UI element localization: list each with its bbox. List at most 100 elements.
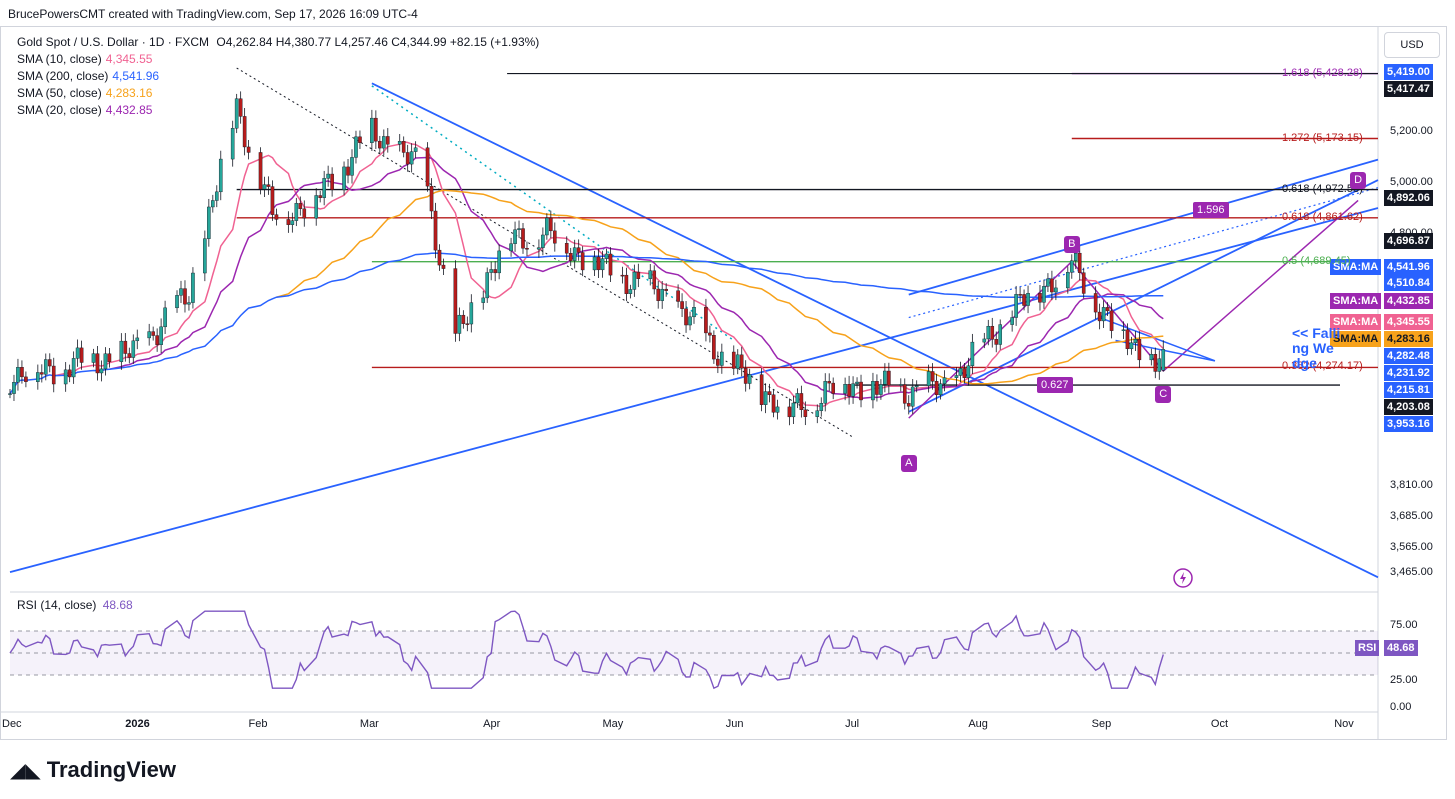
chart-legend: Gold Spot / U.S. Dollar · 1D · FXCM O4,2… xyxy=(17,34,539,119)
fib-level-label[interactable]: 0.618 (4,972.58) xyxy=(1282,182,1363,195)
candle xyxy=(75,339,80,367)
candle xyxy=(735,349,740,375)
candle-body xyxy=(274,214,279,220)
candle-body xyxy=(350,157,354,176)
price-tag[interactable]: 4,892.06 xyxy=(1384,190,1433,206)
candle xyxy=(51,357,56,393)
price-tick-label: 5,200.00 xyxy=(1390,124,1433,137)
candle-body xyxy=(525,248,529,250)
candle-body xyxy=(151,331,155,336)
price-tag[interactable]: SMA:MA xyxy=(1330,259,1382,275)
candle-body xyxy=(1129,342,1134,350)
legend-sma50[interactable]: SMA (50, close) 4,283.16 xyxy=(17,86,153,100)
candle xyxy=(692,300,696,324)
wave-label-a[interactable]: A xyxy=(900,454,917,472)
fib-level-label[interactable]: 0.382 (4,274.17) xyxy=(1282,360,1363,373)
candle-body xyxy=(799,393,804,410)
candle xyxy=(604,248,609,265)
fib-level-label[interactable]: 1.272 (5,173.15) xyxy=(1282,131,1363,144)
candle-body xyxy=(378,140,382,149)
candle xyxy=(966,357,971,386)
candle xyxy=(1050,270,1054,301)
candle-body xyxy=(179,288,183,296)
price-tag[interactable]: RSI xyxy=(1355,640,1380,656)
price-tag[interactable]: 4,696.87 xyxy=(1384,233,1433,249)
legend-sma10[interactable]: SMA (10, close) 4,345.55 xyxy=(17,52,153,66)
price-tag[interactable]: 5,417.47 xyxy=(1384,81,1433,97)
currency-button[interactable]: USD xyxy=(1384,32,1440,58)
candle-body xyxy=(803,409,808,417)
wave-label-b[interactable]: B xyxy=(1063,235,1080,253)
candle xyxy=(238,91,243,124)
symbol-title[interactable]: Gold Spot / U.S. Dollar · 1D · FXCM xyxy=(17,35,210,49)
ratio-label-1596[interactable]: 1.596 xyxy=(1193,202,1229,218)
candle xyxy=(8,389,12,399)
price-tag[interactable]: 4,432.85 xyxy=(1384,293,1433,309)
price-tag[interactable]: 4,510.84 xyxy=(1384,275,1433,291)
candle-body xyxy=(775,406,780,413)
candle xyxy=(214,185,219,208)
price-tag[interactable]: 4,203.08 xyxy=(1384,399,1433,415)
fib-level-label[interactable]: 0.5 (4,689.45) xyxy=(1282,254,1351,267)
candle-body xyxy=(994,339,999,345)
falling-wedge-label[interactable]: << Falling Wedge xyxy=(1292,325,1341,371)
candle xyxy=(370,109,374,151)
candle xyxy=(91,348,96,368)
candle-body xyxy=(405,152,410,165)
price-tag[interactable]: 48.68 xyxy=(1384,640,1418,656)
candle xyxy=(242,108,247,156)
candle xyxy=(564,236,569,261)
price-tag[interactable]: SMA:MA xyxy=(1330,314,1382,330)
candle xyxy=(930,363,935,390)
price-tag[interactable]: 4,215.81 xyxy=(1384,382,1433,398)
candle-body xyxy=(1137,339,1142,361)
candle-body xyxy=(795,393,800,404)
candle-body xyxy=(433,210,438,251)
lightning-icon[interactable] xyxy=(1172,567,1194,589)
candle xyxy=(775,399,780,420)
candle-body xyxy=(203,238,207,274)
rsi-legend[interactable]: RSI (14, close) 48.68 xyxy=(17,598,133,612)
price-tag[interactable]: SMA:MA xyxy=(1330,331,1382,347)
candle-body xyxy=(735,354,740,369)
legend-sma20[interactable]: SMA (20, close) 4,432.85 xyxy=(17,103,153,117)
wave-label-c[interactable]: C xyxy=(1155,385,1172,403)
candle xyxy=(175,290,179,313)
price-tag[interactable]: 4,282.48 xyxy=(1384,348,1433,364)
candle-body xyxy=(513,229,517,244)
price-tag[interactable]: 3,953.16 xyxy=(1384,416,1433,432)
candle-body xyxy=(40,372,44,375)
sma20-line xyxy=(109,156,1164,400)
candle-body xyxy=(429,185,434,212)
fib-level-label[interactable]: 1.618 (5,428.28) xyxy=(1282,66,1363,79)
fib-level-label[interactable]: 0.618 (4,861.62) xyxy=(1282,210,1363,223)
price-tag[interactable]: 4,541.96 xyxy=(1384,259,1433,275)
candle xyxy=(20,360,24,384)
candle-body xyxy=(1101,307,1106,322)
time-tick-label: 2026 xyxy=(125,718,150,730)
candle xyxy=(938,379,943,400)
candle-body xyxy=(342,166,346,191)
price-tag[interactable]: SMA:MA xyxy=(1330,293,1382,309)
candle-body xyxy=(75,347,80,359)
price-tag[interactable]: 4,283.16 xyxy=(1384,331,1433,347)
candle-body xyxy=(1022,294,1026,306)
candle-body xyxy=(211,200,215,208)
candle-body xyxy=(902,384,907,404)
candle xyxy=(1054,279,1058,301)
candle xyxy=(437,244,442,271)
legend-sma200[interactable]: SMA (200, close) 4,541.96 xyxy=(17,69,160,83)
price-tag[interactable]: 5,419.00 xyxy=(1384,64,1433,80)
candle-body xyxy=(36,372,40,382)
candle-body xyxy=(1081,272,1086,294)
candle-body xyxy=(1125,329,1130,350)
candle xyxy=(600,250,605,278)
trendline-resistance xyxy=(371,82,1379,579)
price-tag[interactable]: 4,345.55 xyxy=(1384,314,1433,330)
candle-body xyxy=(16,367,20,383)
price-tag[interactable]: 4,231.92 xyxy=(1384,365,1433,381)
candle xyxy=(739,346,744,377)
wave-label-d[interactable]: D xyxy=(1350,172,1367,190)
ratio-label-0627[interactable]: 0.627 xyxy=(1037,377,1073,393)
